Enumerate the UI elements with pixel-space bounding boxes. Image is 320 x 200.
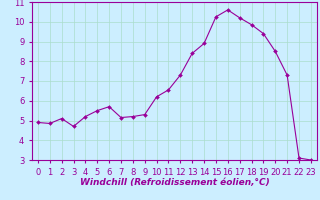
X-axis label: Windchill (Refroidissement éolien,°C): Windchill (Refroidissement éolien,°C) bbox=[80, 178, 269, 187]
